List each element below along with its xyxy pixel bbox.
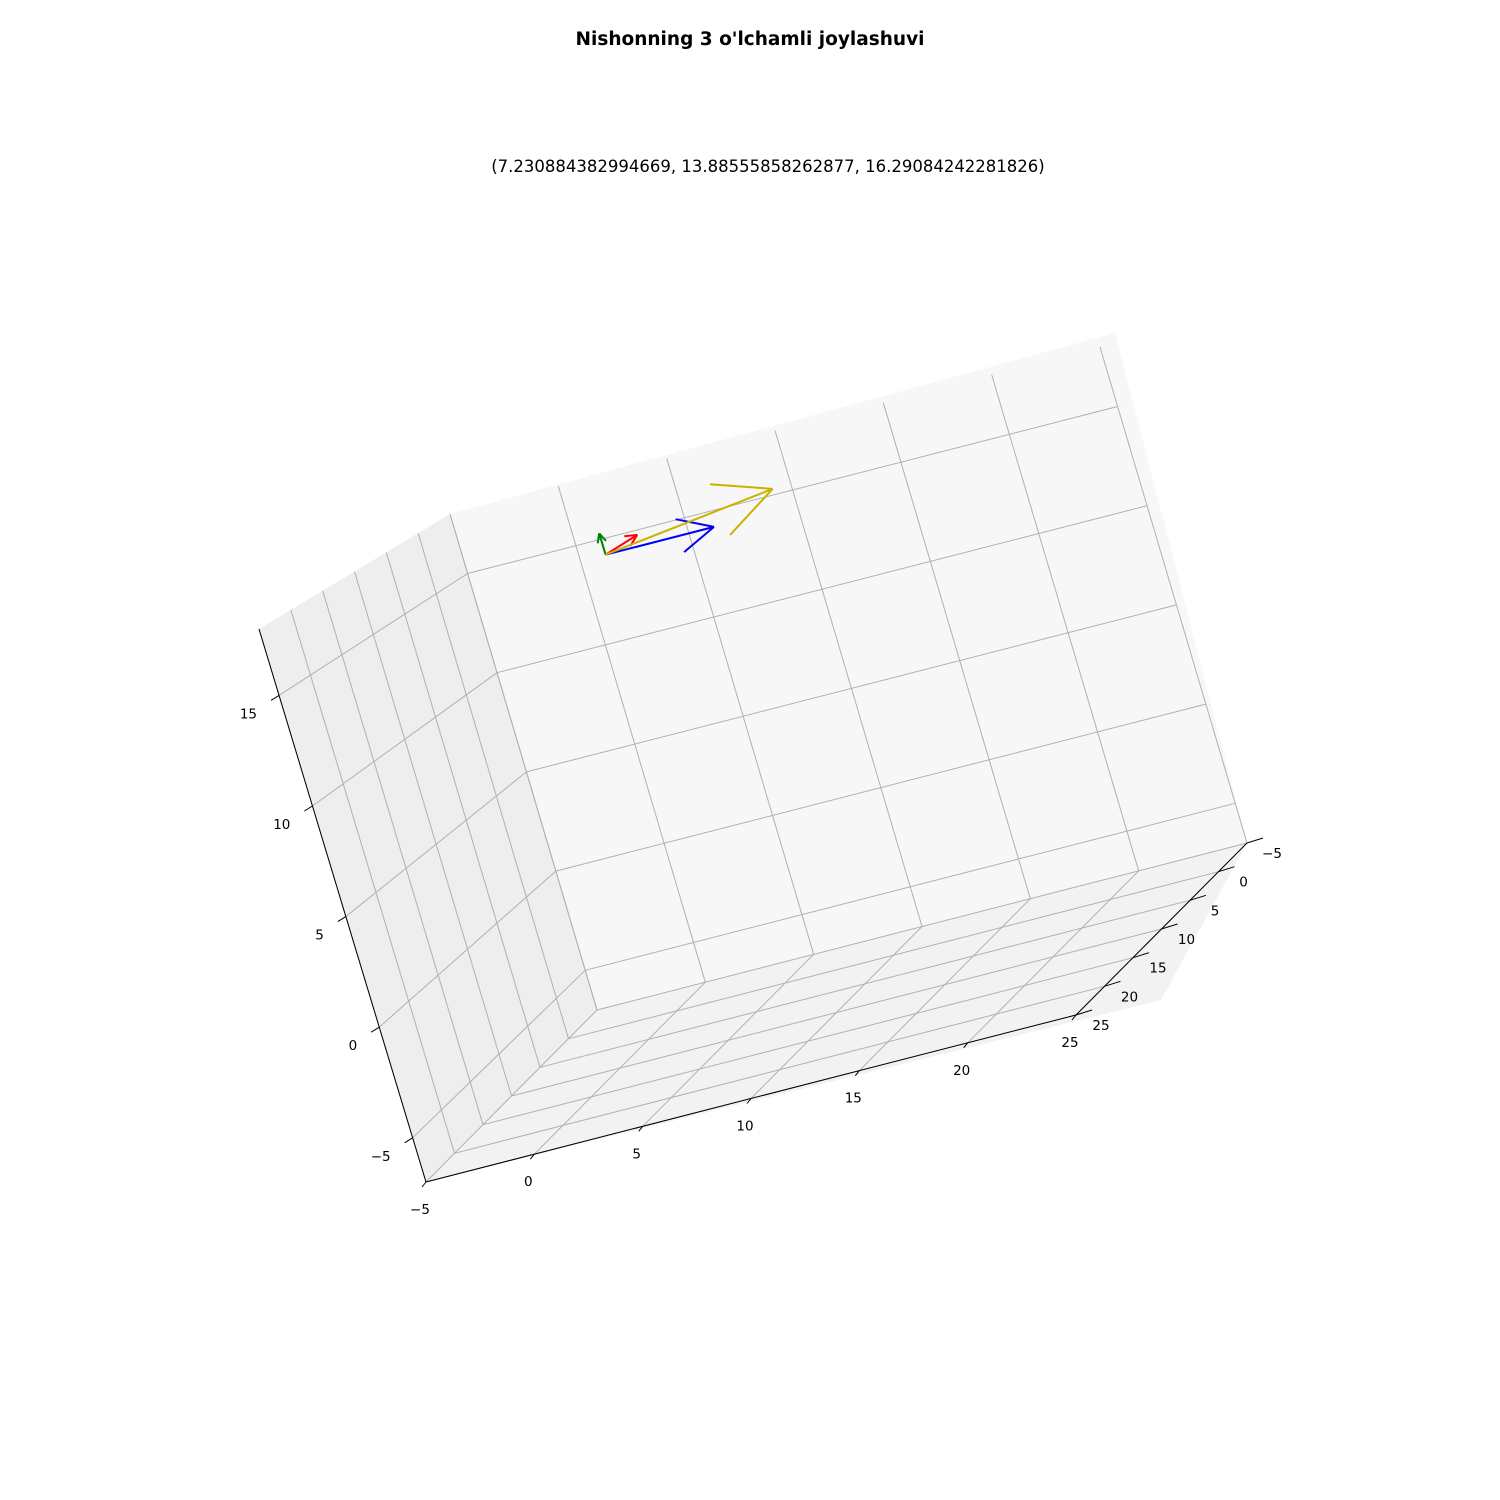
grid-line-left-y: [354, 571, 512, 1097]
z-tick-label: 0: [349, 1038, 358, 1054]
vector-2-head-0: [596, 533, 601, 544]
grid-line-floor-y: [482, 957, 1134, 1126]
grid-line-left-y: [322, 590, 484, 1125]
z-tick-mark: [304, 805, 313, 812]
x-tick-mark: [1071, 1014, 1077, 1021]
grid-line-back-z: [526, 604, 1177, 773]
grid-lines: [258, 346, 1248, 1183]
grid-line-back-z: [496, 505, 1148, 674]
vector-3-head-1: [729, 488, 774, 536]
y-tick-mark: [1132, 952, 1150, 959]
y-tick-label: 25: [1092, 1018, 1109, 1034]
y-tick-mark: [1075, 1009, 1093, 1016]
grid-line-left-y: [449, 513, 598, 1011]
back-pane: [450, 333, 1247, 1010]
vector-0-shaft: [605, 534, 638, 556]
grid-line-left-y: [385, 552, 541, 1068]
grid-line-left-y: [417, 533, 569, 1039]
left-pane: [259, 514, 597, 1182]
grid-line-back-x: [666, 458, 815, 955]
x-tick-label: 25: [1061, 1035, 1078, 1051]
chart-subtitle: (7.230884382994669, 13.88555858262877, 1…: [491, 157, 1044, 176]
vector-3-head-0: [709, 483, 773, 490]
grid-line-left-z: [412, 969, 586, 1139]
grid-line-floor-y: [511, 928, 1162, 1097]
x-tick-label: 15: [845, 1091, 862, 1107]
y-tick-label: 0: [1239, 875, 1248, 891]
x-tick-label: 20: [953, 1063, 970, 1079]
x-tick-mark: [638, 1125, 644, 1132]
y-tick-mark: [1218, 866, 1235, 873]
vector-0-head-0: [624, 533, 638, 538]
vector-1-shaft: [605, 525, 715, 556]
y-tick-label: 10: [1178, 932, 1195, 948]
x-tick-mark: [421, 1181, 427, 1188]
grid-line-left-z: [278, 573, 468, 696]
z-axis-line: [258, 628, 427, 1183]
z-tick-mark: [370, 1026, 380, 1033]
y-tick-mark: [1189, 894, 1207, 901]
x-tick-mark: [963, 1042, 969, 1049]
z-tick-mark: [404, 1137, 413, 1144]
grid-line-back-x: [774, 430, 923, 927]
x-tick-label: 10: [736, 1119, 753, 1135]
grid-line-left-z: [312, 672, 498, 807]
x-tick-mark: [746, 1098, 752, 1104]
x-tick-label: 5: [632, 1146, 641, 1162]
grid-line-back-x: [882, 402, 1031, 899]
vector-1-head-1: [683, 526, 715, 553]
axes: −5 0 5 10 15 20 25 −5 0 5 10 15 20 25 −5 0 5 10 15: [240, 628, 1282, 1218]
y-tick-mark: [1104, 980, 1121, 987]
z-tick-mark: [270, 694, 280, 701]
x-tick-label: −5: [410, 1202, 430, 1218]
y-tick-label: −5: [1262, 846, 1282, 862]
grid-line-floor-y: [596, 842, 1248, 1011]
grid-line-left-z: [378, 870, 557, 1028]
grid-line-back-x: [1099, 346, 1248, 844]
y-tick-mark: [1161, 923, 1178, 930]
grid-line-floor-y: [568, 871, 1219, 1040]
x-tick-mark: [529, 1153, 535, 1160]
grid-line-back-x: [557, 486, 706, 983]
y-tick-mark: [1246, 837, 1264, 844]
z-tick-label: 5: [315, 928, 324, 944]
chart-title: Nishonning 3 o'lchamli joylashuvi: [576, 29, 925, 50]
grid-line-left-y: [290, 609, 455, 1154]
grid-line-back-x: [991, 374, 1140, 871]
panes: [259, 333, 1247, 1182]
y-tick-label: 15: [1149, 961, 1166, 977]
vector-2-head-1: [598, 532, 607, 542]
z-tick-mark: [337, 916, 347, 923]
x-tick-label: 0: [524, 1174, 533, 1190]
y-tick-label: 20: [1121, 989, 1138, 1005]
grid-line-floor-y: [539, 899, 1191, 1068]
x-tick-mark: [854, 1070, 860, 1077]
vectors: [596, 483, 774, 556]
vector-2-shaft: [598, 533, 607, 555]
z-tick-label: −5: [371, 1149, 391, 1165]
z-tick-label: 15: [240, 706, 257, 722]
vector-3-shaft: [605, 487, 773, 556]
z-tick-label: 10: [273, 817, 290, 833]
grid-line-floor-y: [454, 985, 1105, 1154]
grid-line-back-z: [467, 406, 1118, 574]
grid-line-back-z: [585, 802, 1236, 971]
vector-1-head-0: [675, 518, 715, 528]
grid-line-left-z: [345, 771, 527, 917]
grid-line-back-z: [555, 703, 1206, 872]
y-tick-label: 5: [1211, 903, 1220, 919]
